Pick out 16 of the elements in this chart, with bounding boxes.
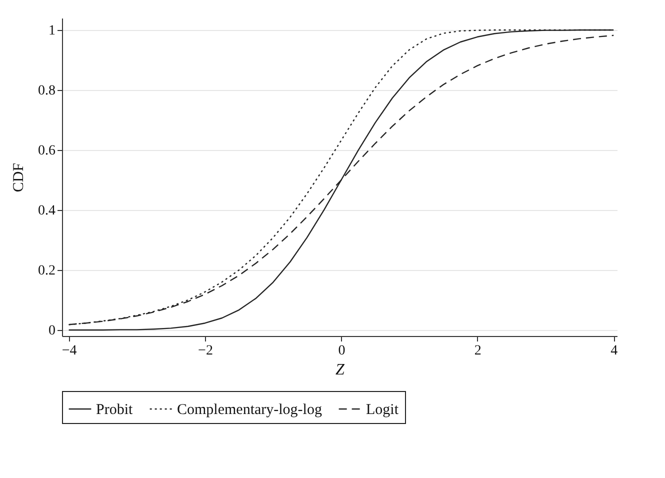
y-tick-label: 0.6	[38, 144, 56, 158]
x-tick-label: −4	[62, 344, 77, 358]
x-tick-label: 4	[610, 344, 618, 358]
y-tick-label: 1	[48, 24, 56, 38]
legend-label: Probit	[96, 402, 134, 418]
x-tick-label: −2	[198, 344, 213, 358]
y-tick-label: 0	[48, 324, 56, 338]
y-tick-label: 0.8	[38, 84, 56, 98]
y-tick-label: 0.2	[38, 264, 56, 278]
y-tick-label: 0.4	[38, 204, 56, 218]
legend-label: Logit	[366, 402, 400, 418]
x-axis-title: Z	[336, 362, 346, 378]
x-tick-label: 0	[338, 344, 346, 358]
x-tick-label: 2	[474, 344, 482, 358]
y-axis-title: CDF	[11, 162, 27, 192]
legend-label: Complementary-log-log	[177, 402, 322, 418]
